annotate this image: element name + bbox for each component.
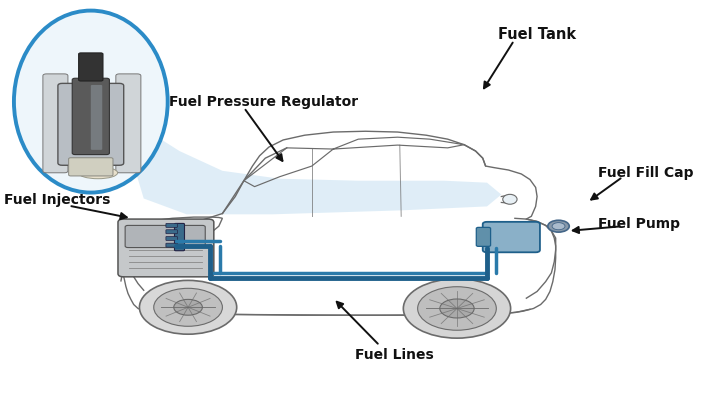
FancyBboxPatch shape	[166, 230, 177, 234]
Circle shape	[418, 287, 496, 330]
Circle shape	[403, 279, 510, 338]
Ellipse shape	[78, 167, 117, 179]
FancyBboxPatch shape	[118, 219, 214, 277]
FancyBboxPatch shape	[116, 74, 141, 173]
Text: Fuel Fill Cap: Fuel Fill Cap	[598, 166, 693, 180]
FancyBboxPatch shape	[78, 53, 103, 81]
Circle shape	[548, 220, 570, 232]
Text: Fuel Tank: Fuel Tank	[498, 27, 576, 42]
Polygon shape	[137, 127, 501, 214]
FancyBboxPatch shape	[482, 222, 540, 252]
FancyBboxPatch shape	[174, 224, 184, 251]
FancyBboxPatch shape	[68, 158, 113, 176]
Ellipse shape	[14, 11, 168, 193]
Circle shape	[552, 223, 565, 230]
Circle shape	[154, 288, 222, 326]
FancyBboxPatch shape	[72, 78, 109, 154]
FancyBboxPatch shape	[43, 74, 68, 173]
FancyBboxPatch shape	[58, 83, 124, 165]
FancyBboxPatch shape	[166, 237, 177, 241]
Circle shape	[440, 299, 474, 318]
Ellipse shape	[503, 195, 517, 204]
Text: Fuel Injectors: Fuel Injectors	[4, 193, 111, 208]
FancyBboxPatch shape	[91, 85, 102, 150]
FancyBboxPatch shape	[477, 227, 490, 247]
FancyBboxPatch shape	[125, 225, 205, 248]
Text: Fuel Pump: Fuel Pump	[598, 217, 680, 231]
Circle shape	[174, 299, 202, 315]
FancyBboxPatch shape	[166, 243, 177, 247]
Text: Fuel Lines: Fuel Lines	[355, 348, 433, 362]
FancyBboxPatch shape	[166, 224, 177, 227]
Text: Fuel Pressure Regulator: Fuel Pressure Regulator	[168, 94, 358, 108]
Circle shape	[140, 280, 237, 334]
